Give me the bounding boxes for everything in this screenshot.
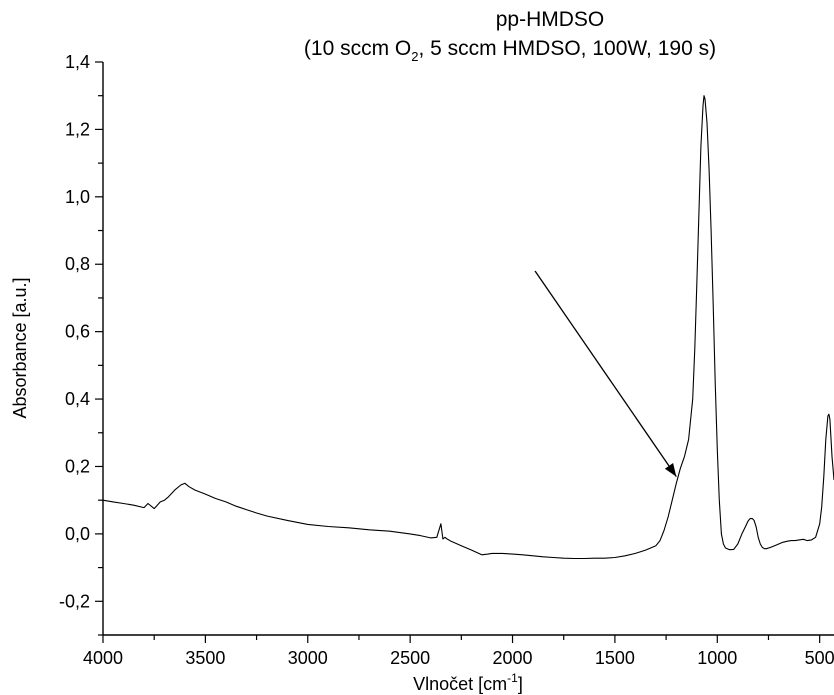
plot-area — [102, 95, 834, 560]
y-tick-label: 1,2 — [65, 119, 90, 139]
chart-subtitle-prefix: (10 sccm O — [304, 37, 411, 60]
x-tick-label: 2500 — [390, 648, 430, 668]
chart-subtitle-suffix: , 5 sccm HMDSO, 100W, 190 s) — [419, 37, 717, 60]
x-axis-label: Vlnočet [cm-1] — [413, 671, 523, 694]
annotation-arrow-head — [664, 463, 677, 477]
chart-subtitle-subscript: 2 — [411, 49, 418, 64]
annotation-arrow-line — [534, 270, 677, 477]
y-tick-label: 0,4 — [65, 389, 90, 409]
x-axis-label-superscript: -1 — [507, 671, 518, 685]
y-tick-label: 1,4 — [65, 52, 90, 72]
x-tick-label: 3000 — [288, 648, 328, 668]
x-tick-label: 500 — [805, 648, 834, 668]
y-tick-label: -0,2 — [59, 591, 90, 611]
y-tick-label: 1,0 — [65, 187, 90, 207]
chart-subtitle: (10 sccm O2, 5 sccm HMDSO, 100W, 190 s) — [304, 37, 716, 64]
y-axis-ticks: -0,2 0,0 0,2 0,4 0,6 0,8 1,0 1,2 1,4 — [59, 52, 103, 636]
y-tick-label: 0,0 — [65, 524, 90, 544]
y-tick-label: 0,6 — [65, 322, 90, 342]
chart-title: pp-HMDSO — [496, 8, 605, 31]
x-tick-label: 4000 — [83, 648, 123, 668]
x-tick-label: 2000 — [493, 648, 533, 668]
series-line — [102, 95, 834, 560]
x-axis-label-text: Vlnočet [cm — [413, 674, 507, 694]
y-tick-label: 0,2 — [65, 456, 90, 476]
x-tick-label: 3500 — [185, 648, 225, 668]
y-axis-label: Absorbance [a.u.] — [10, 277, 30, 418]
x-axis-label-close: ] — [518, 674, 523, 694]
x-tick-label: 1500 — [595, 648, 635, 668]
x-axis-ticks: 4000 3500 3000 2500 2000 1500 1000 500 — [83, 635, 834, 668]
y-tick-label: 0,8 — [65, 254, 90, 274]
x-tick-label: 1000 — [697, 648, 737, 668]
